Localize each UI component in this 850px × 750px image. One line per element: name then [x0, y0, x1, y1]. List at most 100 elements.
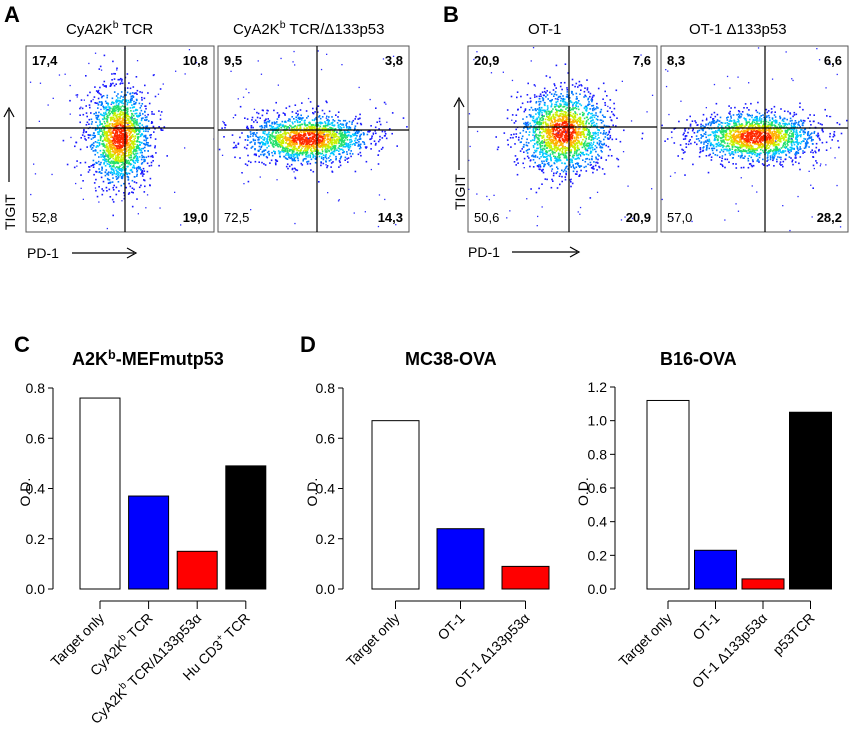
y-tick-label: 0.6 [316, 430, 336, 446]
bar-charts: A2Kb-MEFmutp53 O.D. 0.0 0.2 0.4 0.6 0.8 Target … [17, 348, 832, 727]
flow-plot-title-sup: b [280, 19, 286, 31]
quadrant-ll-value: 72,5 [224, 210, 249, 225]
y-tick-label: 0.2 [26, 531, 46, 547]
y-tick-label: 0.8 [588, 446, 608, 462]
bar-chart-title-text: A2K [72, 349, 108, 369]
bar-3 [176, 550, 218, 590]
flow-plot-title-sup: b [113, 19, 119, 31]
flow-plot-title: CyA2Kb TCR [66, 19, 153, 38]
bar-chart-title-sup: b [108, 348, 116, 362]
panel-a-x-arrowhead [126, 247, 138, 259]
quadrant-ur-value: 3,8 [385, 53, 403, 68]
flow-plot-title: OT-1 [528, 21, 561, 38]
bar-chart-title: A2Kb-MEFmutp53 [72, 348, 224, 369]
y-tick-label: 0.0 [26, 581, 46, 597]
flow-plot-title-text: OT-1 [528, 21, 561, 38]
flow-plot-title: CyA2Kb TCR/Δ133p53 [233, 19, 385, 38]
panel-letter-c: C [14, 332, 30, 357]
panel-b-y-arrowhead [453, 96, 465, 108]
flow-plot-frame [217, 45, 410, 233]
flow-plot-frame [25, 45, 215, 233]
flow-plot-4: OT-1 Δ133p53 8,3 6,6 57,0 28,2 [660, 21, 849, 233]
x-category-text: OT-1 [689, 610, 722, 643]
flow-plot-density [468, 47, 654, 227]
x-category-label: Target only [615, 610, 675, 670]
bar-chart-title-text: B16-OVA [660, 349, 737, 369]
quadrant-ul-value: 20,9 [474, 53, 499, 68]
y-tick-label: 0.0 [316, 581, 336, 597]
panel-a-ylabel: TIGIT [2, 194, 18, 230]
flow-plot-2: CyA2Kb TCR/Δ133p53 9,5 3,8 72,5 14,3 [217, 19, 410, 233]
flow-plot-3: OT-1 20,9 7,6 50,6 20,9 [467, 21, 658, 233]
panel-letter-b: B [443, 2, 459, 27]
bar-chart-title-text: MC38-OVA [405, 349, 497, 369]
flow-plot-title-text: CyA2K [66, 21, 113, 38]
y-tick-label: 0.4 [316, 481, 336, 497]
bar-2 [694, 549, 737, 590]
quadrant-ul-value: 8,3 [667, 53, 685, 68]
y-tick-label: 0.6 [588, 480, 608, 496]
quadrant-ll-value: 57,0 [667, 210, 692, 225]
quadrant-ur-value: 7,6 [633, 53, 651, 68]
bar-2 [128, 495, 170, 590]
y-tick-label: 0.2 [588, 547, 608, 563]
bar-2 [436, 528, 485, 590]
quadrant-lr-value: 19,0 [183, 210, 208, 225]
bar-3 [501, 565, 550, 590]
bar-chart-ylabel: O.D. [304, 478, 320, 507]
quadrant-ul-value: 9,5 [224, 53, 242, 68]
x-category-label: OT-1 [434, 610, 467, 643]
quadrant-ll-value: 52,8 [32, 210, 57, 225]
x-category-text: p53TCR [769, 610, 817, 658]
y-tick-label: 1.0 [588, 413, 608, 429]
x-category-label: OT-1 [689, 610, 722, 643]
quadrant-lr-value: 28,2 [817, 210, 842, 225]
y-tick-label: 0.0 [588, 581, 608, 597]
flow-plot-density [218, 50, 409, 228]
quadrant-ul-value: 17,4 [32, 53, 58, 68]
bar-chart-title: B16-OVA [660, 349, 737, 369]
panel-letter-d: D [300, 332, 316, 357]
flow-plot-title: OT-1 Δ133p53 [689, 21, 787, 38]
flow-plot-title-text: CyA2K [233, 21, 280, 38]
y-tick-label: 0.4 [26, 481, 46, 497]
panel-letter-a: A [4, 2, 20, 27]
bar-chart-3: B16-OVA O.D. 0.0 0.2 0.4 0.6 0.8 1.0 1.2 Target o… [575, 349, 832, 691]
bar-4 [789, 411, 832, 590]
flow-plot-title-rest: TCR [119, 21, 154, 38]
panel-b-axes: TIGIT PD-1 [452, 96, 581, 260]
x-category-text: Target only [615, 610, 675, 670]
x-category-label: Target only [343, 610, 403, 670]
panel-a-xlabel: PD-1 [27, 245, 59, 261]
quadrant-ur-value: 10,8 [183, 53, 208, 68]
flow-plot-title-text: OT-1 Δ133p53 [689, 21, 787, 38]
x-category-rest: TCR [219, 610, 253, 644]
bar-chart-2: MC38-OVA O.D. 0.0 0.2 0.4 0.6 0.8 Target only OT… [304, 349, 550, 691]
bar-chart-ylabel: O.D. [17, 478, 33, 507]
panel-b-xlabel: PD-1 [468, 244, 500, 260]
bar-4 [225, 465, 267, 590]
panel-b-x-arrowhead [569, 246, 581, 258]
flow-plot-density [661, 47, 848, 232]
bar-3 [741, 578, 785, 590]
bar-1 [371, 420, 420, 590]
x-category-text: Hu CD3 [179, 637, 226, 684]
bar-chart-1: A2Kb-MEFmutp53O.D.0.00.20.40.60.8Target … [17, 348, 267, 727]
x-category-label: p53TCR [769, 610, 817, 658]
quadrant-lr-value: 20,9 [626, 210, 651, 225]
y-tick-label: 1.2 [588, 379, 608, 395]
x-category-text: OT-1 [434, 610, 467, 643]
quadrant-ur-value: 6,6 [824, 53, 842, 68]
quadrant-ll-value: 50,6 [474, 210, 499, 225]
flow-plot-title-rest: TCR/Δ133p53 [286, 21, 385, 38]
bar-1 [646, 399, 690, 590]
flow-plot-1: CyA2Kb TCR 17,4 10,8 52,8 19,0 [25, 19, 215, 233]
bar-chart-ylabel: O.D. [575, 477, 591, 506]
y-tick-label: 0.2 [316, 531, 336, 547]
quadrant-lr-value: 14,3 [378, 210, 403, 225]
y-tick-label: 0.6 [26, 430, 46, 446]
bar-chart-title: MC38-OVA [405, 349, 497, 369]
x-category-rest: TCR [121, 610, 155, 644]
